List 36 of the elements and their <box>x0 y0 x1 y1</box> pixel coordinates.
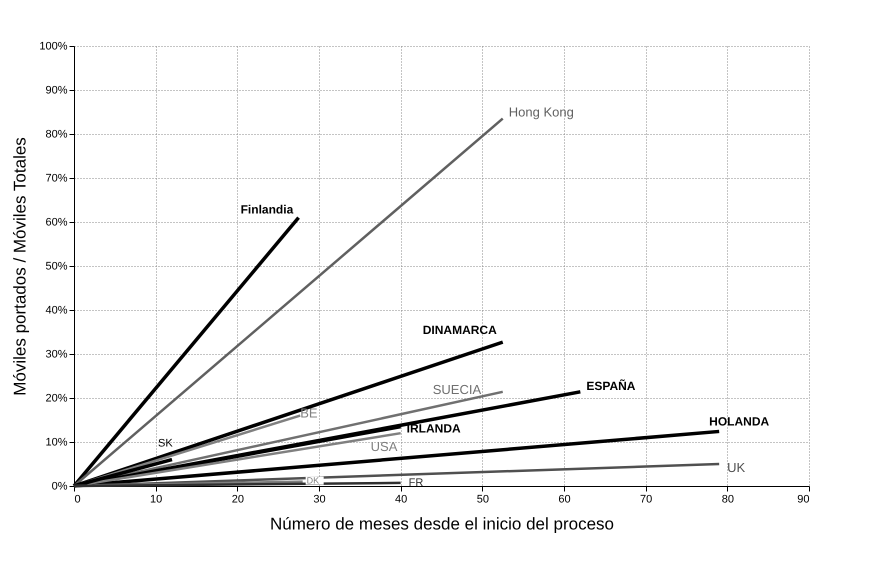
x-tick-label: 60 <box>558 494 571 506</box>
x-tick-label: 50 <box>476 494 489 506</box>
y-tick-label: 40% <box>45 304 68 316</box>
y-tick-label: 10% <box>45 436 68 448</box>
y-tick-label: 50% <box>45 260 68 272</box>
x-tick-label: 70 <box>640 494 652 506</box>
series-label: Hong Kong <box>508 104 574 120</box>
y-tick-label: 70% <box>45 172 68 184</box>
y-tick-label: 100% <box>39 40 68 52</box>
x-tick-label: 80 <box>722 494 734 506</box>
series-label: ESPAÑA <box>586 378 636 393</box>
series-label: IRLANDA <box>406 422 461 436</box>
y-tick-label: 60% <box>45 216 68 228</box>
y-axis-title: Móviles portados / Móviles Totales <box>10 137 30 396</box>
series-label: UK <box>727 460 746 475</box>
y-tick-label: 30% <box>45 348 68 360</box>
x-tick-label: 90 <box>797 494 810 506</box>
x-tick-label: 0 <box>74 494 81 506</box>
series-label: Finlandia <box>240 202 294 217</box>
series-label: SK <box>158 438 174 450</box>
series-label: DINAMARCA <box>422 323 498 338</box>
x-tick-label: 20 <box>232 494 244 506</box>
series-label: FR <box>408 476 424 489</box>
series-label: BE <box>300 406 318 421</box>
y-tick-label: 90% <box>45 84 68 96</box>
series-label: DK <box>306 476 320 486</box>
x-axis-title: Número de meses desde el inicio del proceso <box>270 514 614 534</box>
series-label: HOLANDA <box>709 414 770 428</box>
x-tick-label: 30 <box>313 494 326 506</box>
y-tick-label: 20% <box>45 392 68 404</box>
x-tick-label: 10 <box>150 494 162 506</box>
series-label: USA <box>370 439 398 454</box>
series-label: SUECIA <box>432 382 482 397</box>
y-tick-label: 80% <box>45 128 68 140</box>
y-tick-label: 0% <box>52 480 68 492</box>
x-tick-label: 40 <box>395 494 408 506</box>
